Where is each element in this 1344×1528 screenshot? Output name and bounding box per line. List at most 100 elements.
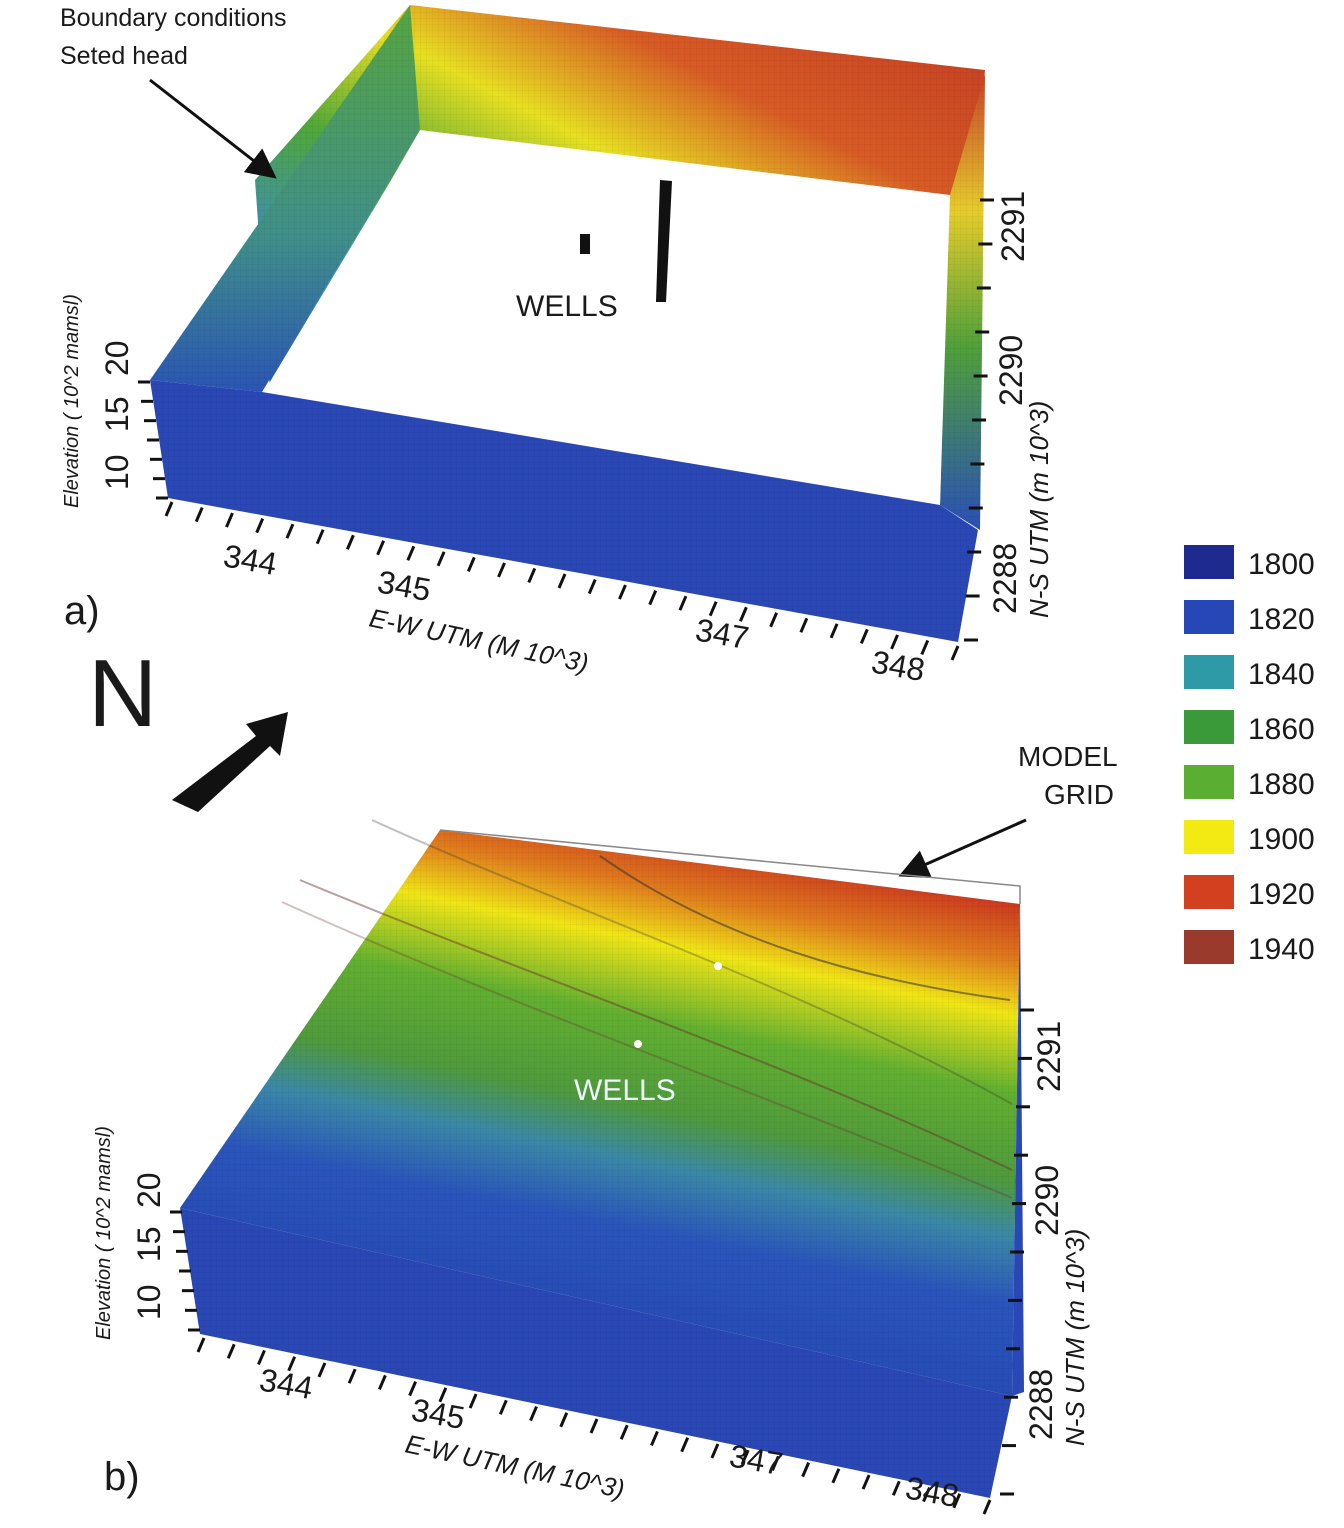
legend-item: 1860 <box>1184 710 1315 746</box>
panel-b-z-tick-10: 10 <box>131 1284 167 1320</box>
panel-a-x-tick-mark <box>376 540 385 556</box>
panel-b-x-tick-mark <box>710 1443 720 1459</box>
panel-b-x-tick-344: 344 <box>257 1361 316 1406</box>
panel-a-x-tick-mark <box>829 623 839 639</box>
panel-b-x-tick-mark <box>347 1368 357 1384</box>
panel-b-x-tick-mark <box>771 1455 780 1471</box>
panel-a-block <box>149 5 985 642</box>
panel-a-x-tick-mark <box>708 601 718 617</box>
panel-a-x-tick-mark <box>678 595 688 611</box>
panel-a-x-tick-mark <box>315 529 325 545</box>
legend-label: 1880 <box>1248 768 1315 801</box>
panel-b-x-tick-mark <box>196 1337 206 1353</box>
panel-b-x-tick-mark <box>498 1399 508 1415</box>
panel-a-y-axis-title: N-S UTM (m 10^3) <box>1024 401 1054 618</box>
legend-swatch <box>1184 765 1234 799</box>
panel-a-x-tick-mark <box>225 512 234 528</box>
panel-a-wells-label: WELLS <box>516 290 618 323</box>
panel-b-x-tick-mark <box>650 1430 659 1447</box>
panel-a-x-tick-mark <box>950 645 960 661</box>
panel-b-x-tick-mark <box>740 1449 750 1465</box>
legend-label: 1940 <box>1248 933 1315 966</box>
north-arrow-icon <box>172 712 288 812</box>
legend-item: 1940 <box>1184 930 1315 966</box>
panel-a-x-tick-mark <box>859 628 869 644</box>
north-label: N <box>88 640 157 747</box>
panel-a-well-2 <box>656 180 672 302</box>
panel-a-x-tick-mark <box>587 578 597 595</box>
panel-b-z-axis-title: Elevation ( 10^2 mamsl) <box>93 1126 115 1340</box>
panel-a-interior <box>262 132 948 505</box>
panel-b-x-tick-mark <box>438 1387 448 1403</box>
panel-b-well-2 <box>634 1040 642 1048</box>
panel-a-annotation-line1: Boundary conditions <box>60 4 287 32</box>
panel-b-right-face <box>1012 904 1024 1396</box>
panel-b-x-tick-mark <box>468 1393 478 1409</box>
panel-b-block <box>180 818 1027 1498</box>
panel-b-contour-1 <box>599 855 1011 1001</box>
panel-a-y-tick-2290: 2290 <box>993 335 1029 406</box>
panel-b-y-tick-2291: 2291 <box>1031 1021 1067 1092</box>
panel-a-x-tick-mark <box>406 545 416 561</box>
panel-b-x-tick-mark <box>287 1356 297 1372</box>
panel-a-well-1 <box>580 234 590 254</box>
panel-b-x-tick-mark <box>619 1424 629 1440</box>
panel-a-x-tick-mark <box>346 534 355 550</box>
panel-a-x-tick-mark <box>920 639 930 656</box>
legend-label: 1900 <box>1248 823 1315 856</box>
panel-a-x-tick-mark <box>164 501 174 517</box>
panel-b-axes <box>170 1008 1034 1515</box>
legend-swatch <box>1184 545 1234 579</box>
legend: 1800 1820 1840 1860 1880 1900 1920 1940 <box>1184 545 1315 966</box>
legend-swatch <box>1184 820 1234 854</box>
panel-a-x-tick-mark <box>648 590 658 606</box>
panel-a-z-axis-title: Elevation ( 10^2 mamsl) <box>61 294 83 508</box>
panel-b-x-tick-mark <box>801 1462 810 1478</box>
panel-b-well-1 <box>714 962 722 970</box>
panel-a-axes <box>138 198 994 661</box>
legend-label: 1860 <box>1248 713 1315 746</box>
panel-a-annotation-line2: Seted head <box>60 42 188 70</box>
panel-a-x-tick-344: 344 <box>221 537 280 582</box>
panel-a-z-tick-10: 10 <box>99 454 135 490</box>
panel-b-x-tick-mark <box>226 1343 236 1359</box>
panel-b-x-tick-mark <box>680 1437 690 1453</box>
panel-a-x-tick-mark <box>527 567 537 584</box>
panel-b-x-tick-mark <box>922 1486 931 1503</box>
panel-b-label: b) <box>104 1455 140 1499</box>
panel-a-x-tick-mark <box>769 612 778 628</box>
legend-label: 1800 <box>1248 548 1315 581</box>
panel-a-x-axis-title: E-W UTM (M 10^3) <box>367 603 591 679</box>
panel-b-x-tick-mark <box>529 1405 538 1422</box>
panel-a-x-tick-345: 345 <box>375 563 434 608</box>
legend-swatch <box>1184 930 1234 964</box>
panel-b-z-tick-15: 15 <box>131 1226 167 1262</box>
panel-a-x-tick-mark <box>285 523 295 539</box>
panel-b-x-tick-mark <box>891 1480 901 1496</box>
panel-b-x-tick-mark <box>982 1499 992 1515</box>
panel-b-x-tick-mark <box>861 1474 871 1490</box>
legend-label: 1920 <box>1248 878 1315 911</box>
panel-b-wells-label: WELLS <box>574 1074 676 1107</box>
panel-b-x-tick-mark <box>257 1349 266 1366</box>
panel-a-x-tick-mark <box>890 634 899 650</box>
panel-b-model-grid-arrow <box>898 818 1027 879</box>
legend-item: 1800 <box>1184 545 1315 581</box>
panel-b-z-tick-20: 20 <box>131 1172 167 1208</box>
panel-b-grid-label-line1: MODEL <box>1018 741 1118 772</box>
panel-a-x-tick-mark <box>618 584 627 600</box>
legend-label: 1840 <box>1248 658 1315 691</box>
panel-b-x-tick-mark <box>589 1418 599 1434</box>
panel-b-grid-label-line2: GRID <box>1044 779 1114 810</box>
legend-item: 1900 <box>1184 820 1315 856</box>
legend-item: 1920 <box>1184 875 1315 911</box>
panel-a-x-tick-mark <box>739 606 748 622</box>
panel-b-x-tick-mark <box>831 1468 841 1484</box>
panel-b-y-tick-2288: 2288 <box>1023 1369 1059 1440</box>
panel-b-x-tick-mark <box>408 1381 417 1397</box>
panel-b-y-tick-2290: 2290 <box>1029 1165 1065 1236</box>
panel-a-x-tick-mark <box>436 551 446 567</box>
panel-b-x-axis-title: E-W UTM (M 10^3) <box>403 1429 627 1505</box>
legend-swatch <box>1184 875 1234 909</box>
